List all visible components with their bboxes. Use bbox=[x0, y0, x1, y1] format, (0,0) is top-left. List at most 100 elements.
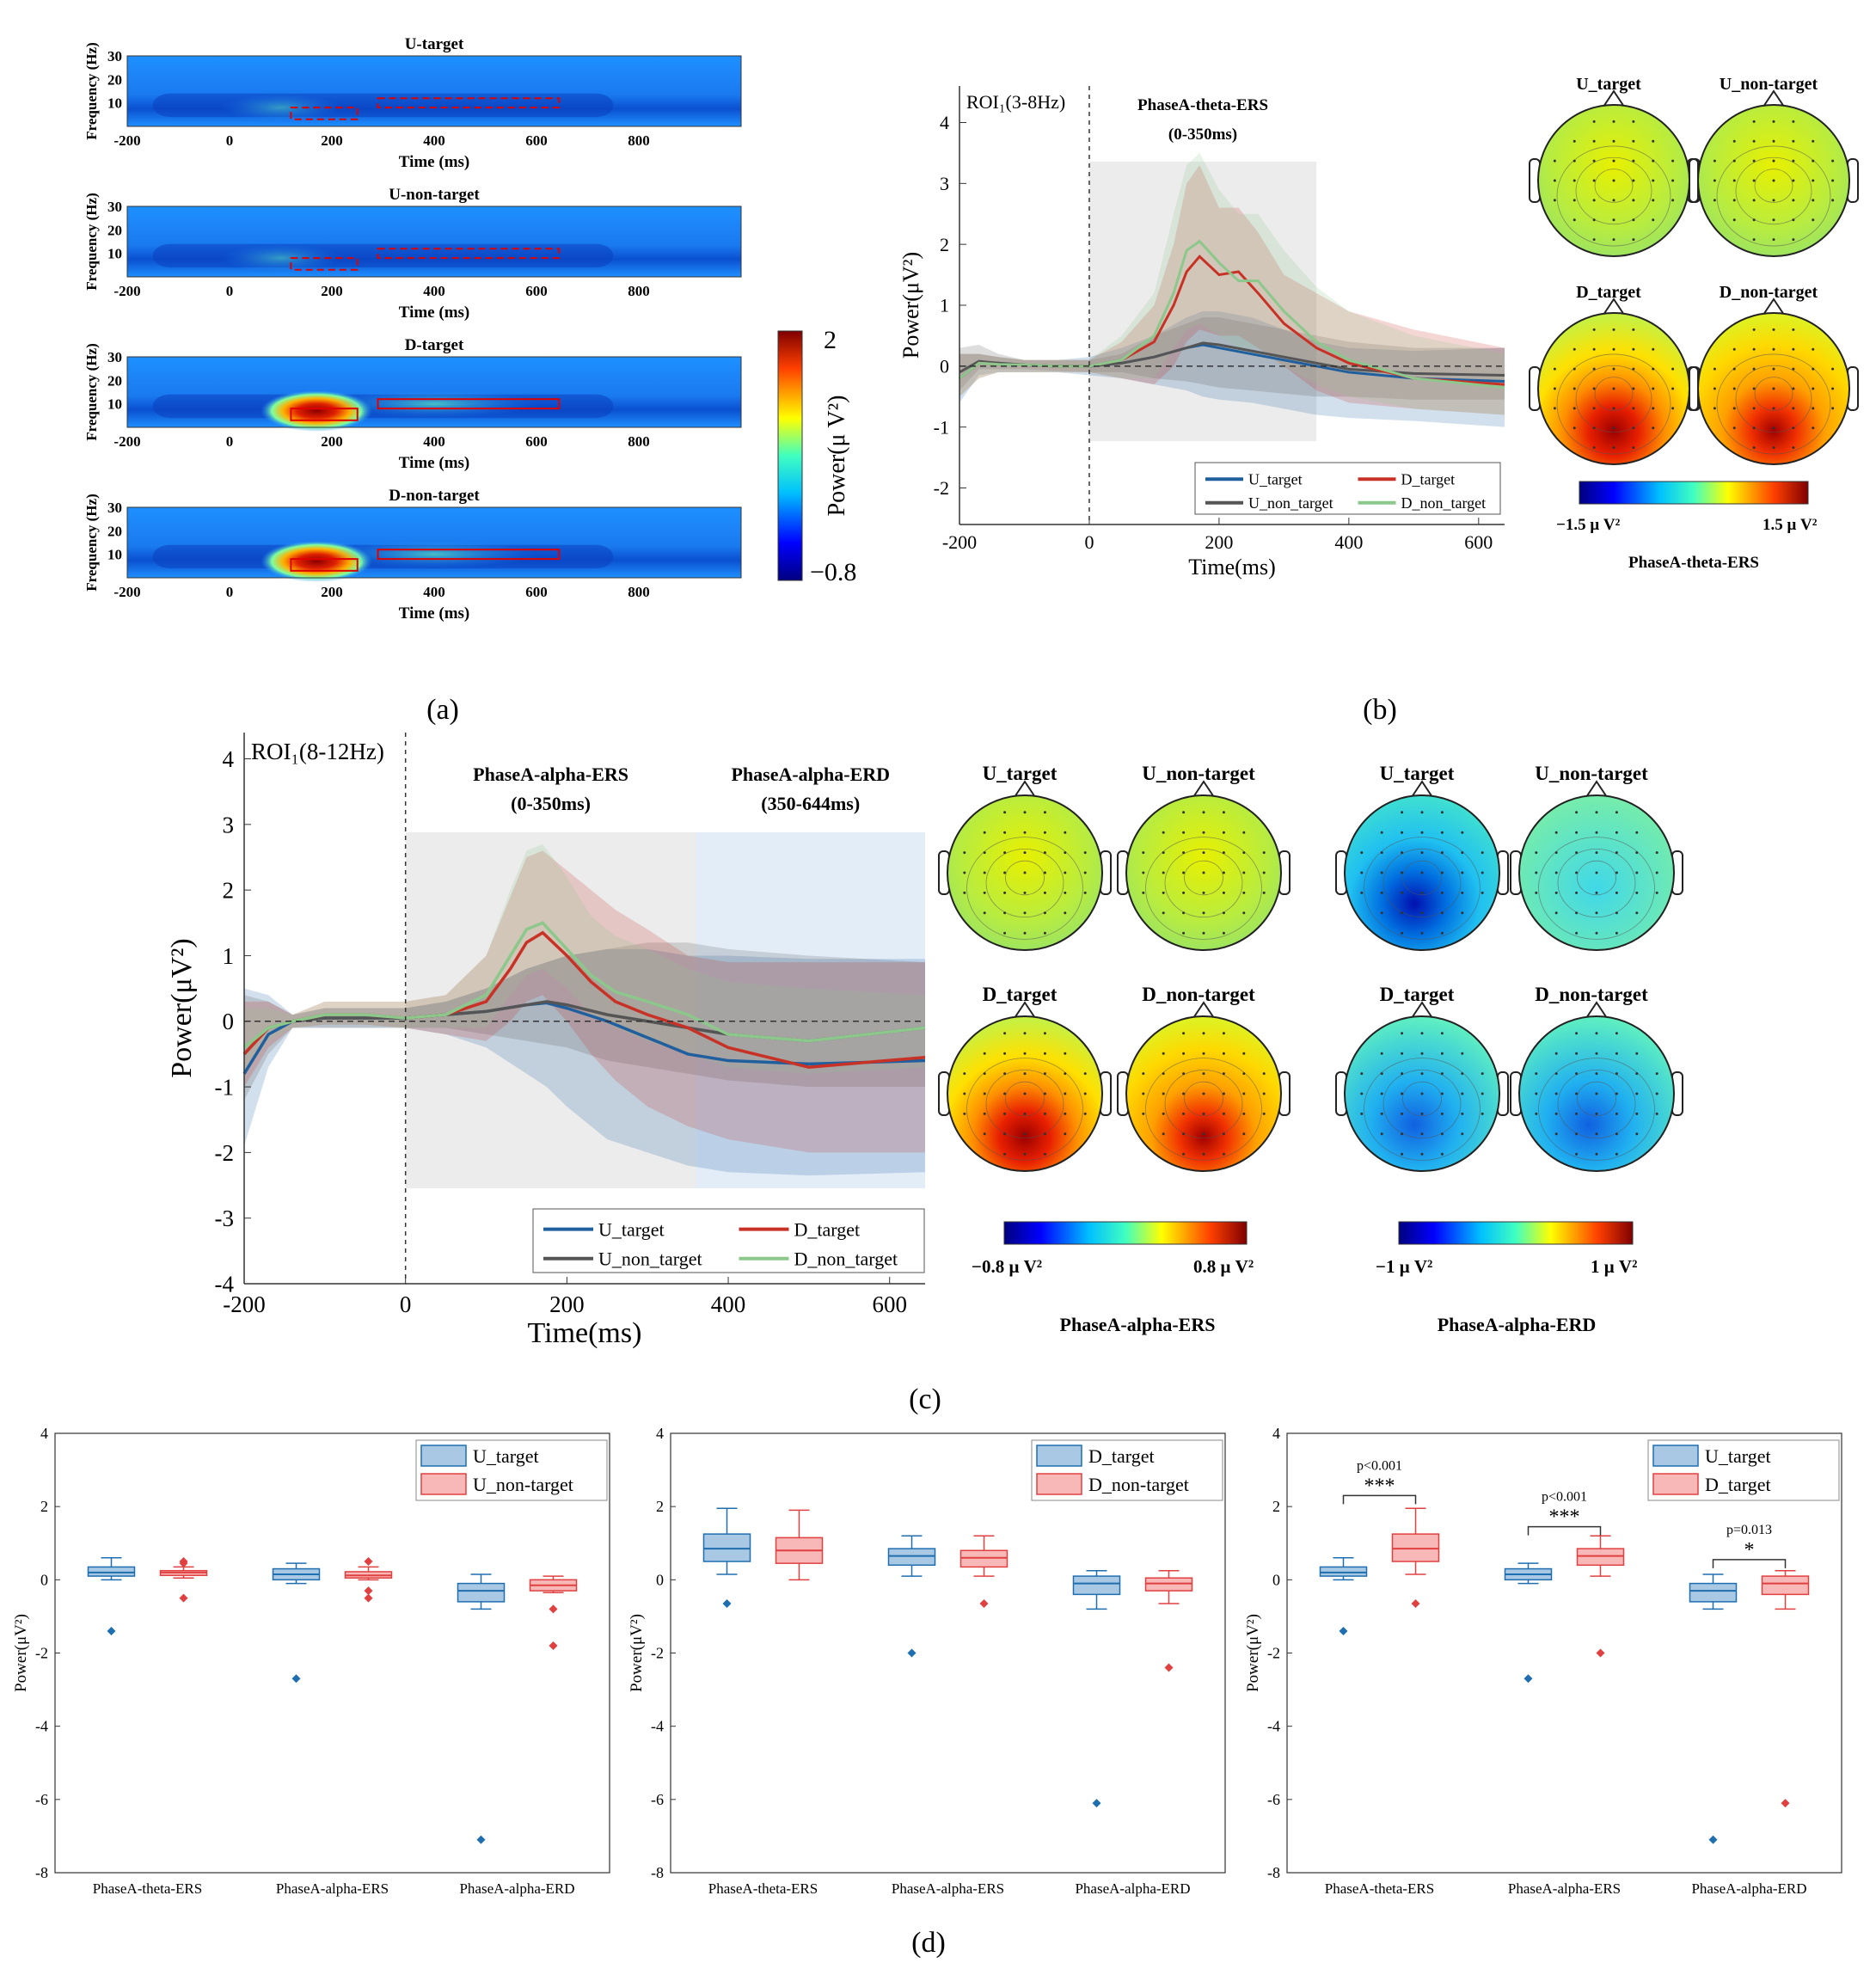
electrode-dot bbox=[1575, 1032, 1579, 1035]
electrode-dot bbox=[1772, 347, 1775, 351]
electrode-dot bbox=[1792, 347, 1795, 351]
electrode-dot bbox=[1655, 1072, 1658, 1076]
contour-line bbox=[1716, 145, 1831, 247]
electrode-dot bbox=[1792, 218, 1795, 222]
legend-item: U_non_target bbox=[1248, 494, 1333, 512]
category-label: PhaseA-theta-ERS bbox=[1325, 1880, 1434, 1897]
topomap: D_non-target bbox=[1117, 984, 1291, 1172]
electrode-dot bbox=[1772, 218, 1775, 222]
electrode-dot bbox=[1595, 851, 1598, 855]
outlier-point bbox=[1708, 1835, 1718, 1844]
electrode-dot bbox=[1554, 891, 1558, 894]
electrode-dot bbox=[1202, 1152, 1205, 1156]
electrode-dot bbox=[1652, 218, 1655, 222]
electrode-dot bbox=[1182, 891, 1186, 894]
nose-shape bbox=[1763, 297, 1785, 316]
y-tick-label: 4 bbox=[656, 1425, 664, 1442]
electrode-dot bbox=[1262, 1072, 1266, 1076]
topomap: U_target bbox=[938, 763, 1112, 951]
electrode-dot bbox=[1671, 387, 1675, 390]
contour-line bbox=[1005, 860, 1045, 896]
y-tick-label: 1 bbox=[223, 943, 235, 969]
electrode-dot bbox=[1592, 367, 1596, 371]
topomap-label: U_target bbox=[983, 763, 1058, 784]
electrode-dot bbox=[1595, 871, 1598, 874]
legend-item: D_non_target bbox=[794, 1248, 898, 1269]
tf-warm-blob bbox=[331, 390, 537, 418]
electrode-dot bbox=[1003, 871, 1007, 874]
nose-shape bbox=[1411, 780, 1433, 798]
colorbar-label: Power(μ V²) bbox=[824, 396, 850, 517]
electrode-dot bbox=[1635, 851, 1639, 855]
electrode-dot bbox=[1671, 367, 1675, 371]
electrode-dot bbox=[1222, 1072, 1225, 1076]
y-tick-label: 0 bbox=[223, 1009, 235, 1034]
series-line-D_non_target bbox=[959, 239, 1505, 390]
electrode-dot bbox=[1632, 387, 1635, 390]
tf-window-1 bbox=[290, 408, 359, 421]
electrode-dot bbox=[1202, 811, 1205, 814]
electrode-dot bbox=[1612, 120, 1615, 123]
electrode-dot bbox=[1632, 426, 1635, 430]
contour-line bbox=[1145, 837, 1262, 940]
electrode-dot bbox=[1635, 1132, 1639, 1136]
topomap-label: U_non-target bbox=[1720, 75, 1818, 94]
y-tick-label: -1 bbox=[934, 416, 949, 438]
electrode-dot bbox=[1772, 407, 1775, 410]
panel-b: PhaseA-theta-ERS (0-350ms) 4 3 2 1 0 -1 -2 -200 0 2… bbox=[898, 75, 1859, 580]
electrode-dot bbox=[1440, 1072, 1444, 1076]
electrode-dot bbox=[1202, 1092, 1205, 1095]
y-tick-label: 4 bbox=[223, 746, 235, 772]
electrode-dot bbox=[1401, 1072, 1404, 1076]
electrode-dot bbox=[1573, 387, 1576, 390]
electrode-dot bbox=[1575, 931, 1579, 935]
electrode-dot bbox=[1162, 851, 1165, 855]
tf-window-2 bbox=[377, 549, 561, 561]
category-label: PhaseA-theta-ERS bbox=[93, 1880, 202, 1897]
electrode-dot bbox=[1162, 1072, 1165, 1076]
electrode-dot bbox=[1023, 1052, 1027, 1055]
electrode-dot bbox=[1242, 1052, 1246, 1055]
legend-item: D_target bbox=[1088, 1445, 1155, 1467]
electrode-dot bbox=[1652, 426, 1655, 430]
electrode-dot bbox=[1632, 238, 1635, 242]
electrode-dot bbox=[1792, 139, 1795, 143]
electrode-dot bbox=[1772, 426, 1775, 430]
contour-line bbox=[1164, 849, 1243, 918]
legend-item: U_non-target bbox=[473, 1474, 573, 1495]
electrode-dot bbox=[1461, 891, 1464, 894]
box-D_target-2 bbox=[1576, 1535, 1625, 1658]
electrode-dot bbox=[1652, 199, 1655, 202]
electrode-dot bbox=[1420, 831, 1424, 834]
electrode-dot bbox=[1182, 931, 1186, 935]
contour-line bbox=[1575, 365, 1652, 433]
electrode-dot bbox=[1752, 139, 1756, 143]
electrode-dot bbox=[1023, 1072, 1027, 1076]
legend-item: D_target bbox=[794, 1218, 861, 1240]
roi-annotation: ROI₁(8-12Hz) bbox=[251, 739, 384, 764]
electrode-dot bbox=[1831, 199, 1835, 202]
y-tick-label: 4 bbox=[940, 112, 949, 133]
y-tick-label: 0 bbox=[40, 1571, 48, 1588]
electrode-dot bbox=[1380, 1092, 1383, 1095]
electrode-dot bbox=[1595, 891, 1598, 894]
electrode-dot bbox=[1553, 179, 1556, 182]
electrode-dot bbox=[1772, 159, 1775, 163]
y-tick-label: 3 bbox=[223, 812, 235, 837]
electrode-dot bbox=[1440, 831, 1444, 834]
electrode-dot bbox=[1554, 1072, 1558, 1076]
x-tick-label: 400 bbox=[1334, 531, 1363, 553]
electrode-dot bbox=[1401, 911, 1404, 915]
electrode-dot bbox=[1440, 911, 1444, 915]
electrode-dot bbox=[1595, 1052, 1598, 1055]
electrode-dot bbox=[1732, 407, 1736, 410]
electrode-dot bbox=[1043, 931, 1046, 935]
electrode-dot bbox=[1003, 811, 1007, 814]
electrode-dot bbox=[1671, 199, 1675, 202]
electrode-dot bbox=[1752, 446, 1756, 450]
electrode-dot bbox=[1632, 446, 1635, 450]
tf-window-2 bbox=[377, 97, 561, 109]
electrode-dot bbox=[1792, 120, 1795, 123]
electrode-dot bbox=[1831, 407, 1835, 410]
topomap: D_non-target bbox=[1689, 283, 1859, 465]
